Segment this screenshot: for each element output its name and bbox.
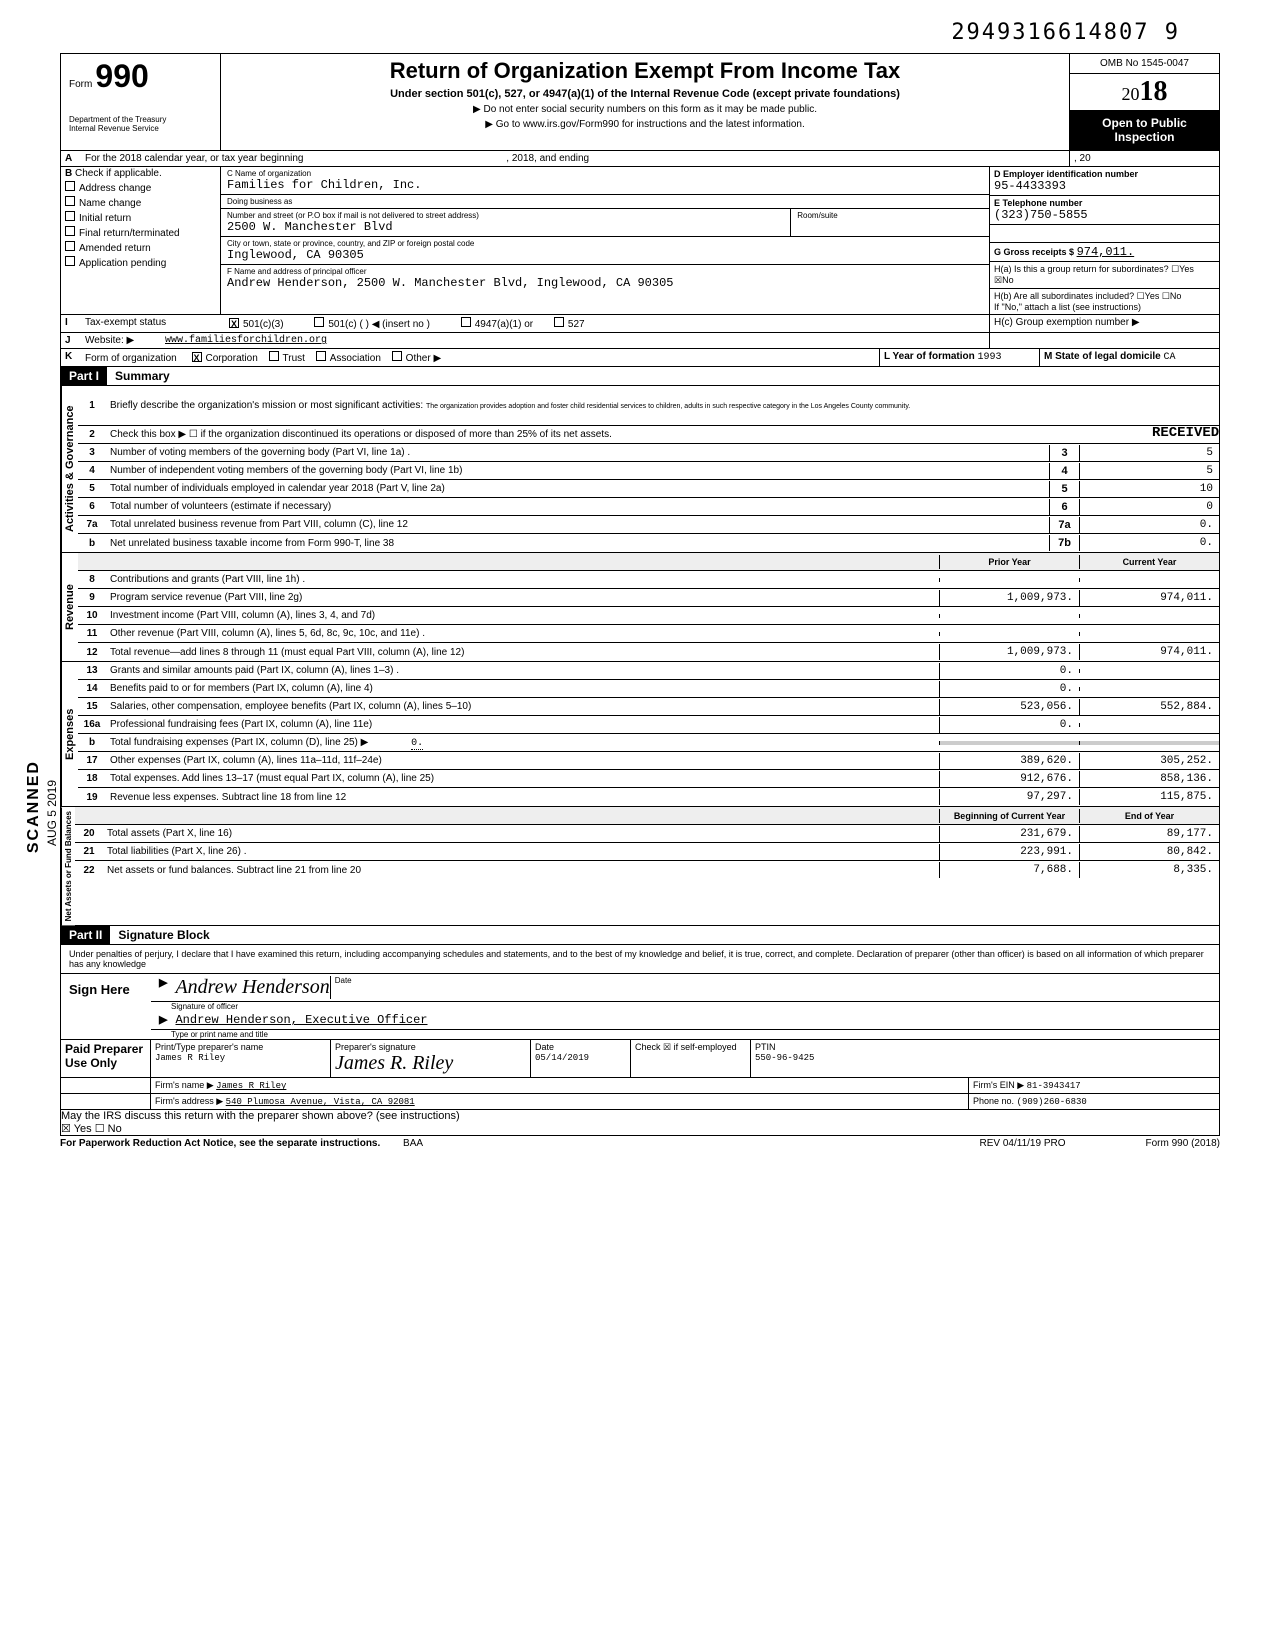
form-title: Return of Organization Exempt From Incom… — [229, 58, 1061, 84]
summary-row: 13Grants and similar amounts paid (Part … — [78, 662, 1219, 680]
summary-row: 8Contributions and grants (Part VIII, li… — [78, 571, 1219, 589]
summary-row: 1Briefly describe the organization's mis… — [78, 386, 1219, 426]
line-j: J Website: ▶ www.familiesforchildren.org — [60, 333, 1220, 349]
line-i: I Tax-exempt status X501(c)(3) 501(c) ( … — [60, 315, 1220, 333]
form-year: 2018 — [1070, 74, 1219, 110]
state-domicile: CA — [1163, 352, 1175, 363]
summary-row: 21Total liabilities (Part X, line 26) .2… — [75, 843, 1219, 861]
summary-row: bNet unrelated business taxable income f… — [78, 534, 1219, 552]
summary-row: 2Check this box ▶ ☐ if the organization … — [78, 426, 1219, 444]
form-number: 990 — [95, 58, 148, 94]
scan-date-stamp: AUG 5 2019 — [45, 780, 59, 846]
summary-row: 17Other expenses (Part IX, column (A), l… — [78, 752, 1219, 770]
officer-name-title: Andrew Henderson, Executive Officer — [175, 1013, 1211, 1027]
summary-row: 7aTotal unrelated business revenue from … — [78, 516, 1219, 534]
firm-phone: (909)260-6830 — [1017, 1097, 1087, 1107]
form-label: Form — [69, 79, 92, 90]
activities-governance-section: Activities & Governance 1Briefly describ… — [60, 386, 1220, 553]
checkbox-final-return[interactable]: Final return/terminated — [61, 225, 220, 240]
summary-row: 19Revenue less expenses. Subtract line 1… — [78, 788, 1219, 806]
summary-row: 3Number of voting members of the governi… — [78, 444, 1219, 462]
summary-row: 6Total number of volunteers (estimate if… — [78, 498, 1219, 516]
form-subtitle: Under section 501(c), 527, or 4947(a)(1)… — [229, 88, 1061, 100]
document-id-stamp: 2949316614807 9 — [60, 20, 1220, 45]
summary-row: 4Number of independent voting members of… — [78, 462, 1219, 480]
principal-officer: Andrew Henderson, 2500 W. Manchester Blv… — [227, 276, 673, 290]
org-city: Inglewood, CA 90305 — [227, 248, 364, 262]
line-k: K Form of organization XCorporation Trus… — [60, 349, 1220, 367]
summary-row: 20Total assets (Part X, line 16)231,679.… — [75, 825, 1219, 843]
phone: (323)750-5855 — [994, 208, 1088, 222]
summary-row: 11Other revenue (Part VIII, column (A), … — [78, 625, 1219, 643]
website: www.familiesforchildren.org — [161, 333, 989, 348]
preparer-date: 05/14/2019 — [535, 1053, 589, 1063]
form-header: Form 990 Department of the Treasury Inte… — [60, 53, 1220, 151]
summary-row: 9Program service revenue (Part VIII, lin… — [78, 589, 1219, 607]
net-assets-section: Net Assets or Fund Balances Beginning of… — [60, 807, 1220, 926]
expenses-section: Expenses 13Grants and similar amounts pa… — [60, 662, 1220, 807]
summary-row: 14Benefits paid to or for members (Part … — [78, 680, 1219, 698]
summary-row: bTotal fundraising expenses (Part IX, co… — [78, 734, 1219, 752]
open-inspection: Open to Public Inspection — [1070, 110, 1219, 150]
ptin: 550-96-9425 — [755, 1053, 814, 1063]
firm-address: 540 Plumosa Avenue, Vista, CA 92081 — [226, 1097, 415, 1107]
preparer-signature: James R. Riley — [335, 1052, 453, 1074]
part2-header: Part II Signature Block — [60, 926, 1220, 945]
form-line1: ▶ Do not enter social security numbers o… — [229, 104, 1061, 115]
firm-ein: 81-3943417 — [1027, 1081, 1081, 1091]
summary-row: 15Salaries, other compensation, employee… — [78, 698, 1219, 716]
checkbox-name-change[interactable]: Name change — [61, 195, 220, 210]
signature-block: Under penalties of perjury, I declare th… — [60, 945, 1220, 1136]
revenue-section: Revenue Prior Year Current Year 8Contrib… — [60, 553, 1220, 662]
checkbox-address-change[interactable]: Address change — [61, 180, 220, 195]
org-name: Families for Children, Inc. — [227, 178, 421, 192]
summary-row: 10Investment income (Part VIII, column (… — [78, 607, 1219, 625]
footer: For Paperwork Reduction Act Notice, see … — [60, 1136, 1220, 1151]
gross-receipts: 974,011. — [1077, 245, 1135, 259]
officer-signature: Andrew Henderson — [175, 976, 329, 999]
dept-label: Department of the Treasury Internal Reve… — [69, 115, 212, 133]
summary-row: 22Net assets or fund balances. Subtract … — [75, 861, 1219, 879]
line-a: A For the 2018 calendar year, or tax yea… — [60, 151, 1220, 167]
checkbox-application-pending[interactable]: Application pending — [61, 255, 220, 270]
summary-row: 5Total number of individuals employed in… — [78, 480, 1219, 498]
year-formation: 1993 — [978, 352, 1002, 363]
omb-number: OMB No 1545-0047 — [1070, 54, 1219, 74]
scanned-stamp: SCANNED — [25, 760, 43, 853]
org-address: 2500 W. Manchester Blvd — [227, 220, 393, 234]
preparer-name: James R Riley — [155, 1053, 225, 1063]
firm-name: James R Riley — [216, 1081, 286, 1091]
ein: 95-4433393 — [994, 179, 1066, 193]
part1-header: Part I Summary — [60, 367, 1220, 386]
checkbox-initial-return[interactable]: Initial return — [61, 210, 220, 225]
form-line2: ▶ Go to www.irs.gov/Form990 for instruct… — [229, 119, 1061, 130]
summary-row: 18Total expenses. Add lines 13–17 (must … — [78, 770, 1219, 788]
summary-row: 12Total revenue—add lines 8 through 11 (… — [78, 643, 1219, 661]
org-info-block: B Check if applicable. Address change Na… — [60, 167, 1220, 315]
summary-row: 16aProfessional fundraising fees (Part I… — [78, 716, 1219, 734]
checkbox-amended[interactable]: Amended return — [61, 240, 220, 255]
